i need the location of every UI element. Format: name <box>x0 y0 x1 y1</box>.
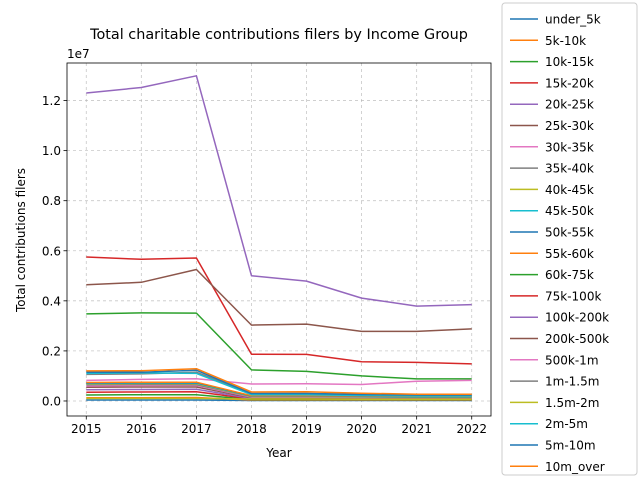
legend-label: under_5k <box>545 13 601 27</box>
legend-label: 1m-1.5m <box>545 375 599 389</box>
y-tick-label: 0.6 <box>42 244 61 258</box>
series-line-2m-5m <box>86 372 472 397</box>
legend-label: 35k-40k <box>545 162 594 176</box>
series-line-5m-10m <box>86 369 472 396</box>
x-tick-label: 2019 <box>291 422 322 436</box>
y-tick-label: 0.8 <box>42 194 61 208</box>
y-tick-label: 1.2 <box>42 94 61 108</box>
legend-label: 15k-20k <box>545 76 594 90</box>
plot-frame <box>66 62 492 417</box>
y-axis-label: Total contributions filers <box>14 168 28 313</box>
x-tick-label: 2018 <box>236 422 267 436</box>
series-line-100k-200k <box>86 75 472 307</box>
legend: under_5k 5k-10k 10k-15k 15k-20k 20k-25k 25k-3… <box>501 2 638 476</box>
x-tick-label: 2022 <box>456 422 487 436</box>
y-tick-label: 0.4 <box>42 294 61 308</box>
series-line-60k-75k <box>86 312 472 380</box>
legend-label: 40k-45k <box>545 183 594 197</box>
legend-label: 10m_over <box>545 460 605 474</box>
legend-label: 75k-100k <box>545 289 601 303</box>
x-tick-label: 2015 <box>71 422 102 436</box>
y-axis-ticks: 0.0 0.2 0.4 0.6 0.8 1.0 1.2 <box>42 94 67 408</box>
x-axis-ticks: 2015 2016 2017 2018 2019 2020 2021 2022 <box>71 416 487 436</box>
legend-label: 5m-10m <box>545 439 596 453</box>
legend-label: 500k-1m <box>545 353 599 367</box>
series-line-75k-100k <box>86 256 472 365</box>
y-tick-label: 0.0 <box>42 394 61 408</box>
series-line-200k-500k <box>86 268 472 333</box>
legend-frame <box>501 2 638 476</box>
legend-label: 30k-35k <box>545 140 594 154</box>
legend-label: 25k-30k <box>545 119 594 133</box>
series-lines <box>86 75 472 402</box>
y-tick-label: 1.0 <box>42 144 61 158</box>
y-offset-label: 1e7 <box>67 47 90 61</box>
legend-label: 20k-25k <box>545 98 594 112</box>
legend-label: 10k-15k <box>545 55 594 69</box>
legend-label: 60k-75k <box>545 268 594 282</box>
legend-label: 50k-55k <box>545 226 594 240</box>
y-tick-label: 0.2 <box>42 344 61 358</box>
chart-title: Total charitable contributions filers by… <box>89 27 468 43</box>
legend-label: 200k-500k <box>545 332 609 346</box>
legend-label: 45k-50k <box>545 204 594 218</box>
legend-label: 5k-10k <box>545 34 586 48</box>
x-tick-label: 2021 <box>401 422 432 436</box>
x-tick-label: 2020 <box>346 422 377 436</box>
series-line-1.5m-2m <box>86 397 472 400</box>
series-line-10m_over <box>86 367 472 395</box>
legend-label: 55k-60k <box>545 247 594 261</box>
x-tick-label: 2016 <box>126 422 157 436</box>
legend-label: 100k-200k <box>545 311 609 325</box>
series-line-500k-1m <box>86 377 472 386</box>
legend-label: 2m-5m <box>545 417 588 431</box>
legend-label: 1.5m-2m <box>545 396 599 410</box>
x-axis-label: Year <box>265 446 291 460</box>
x-tick-label: 2017 <box>181 422 212 436</box>
